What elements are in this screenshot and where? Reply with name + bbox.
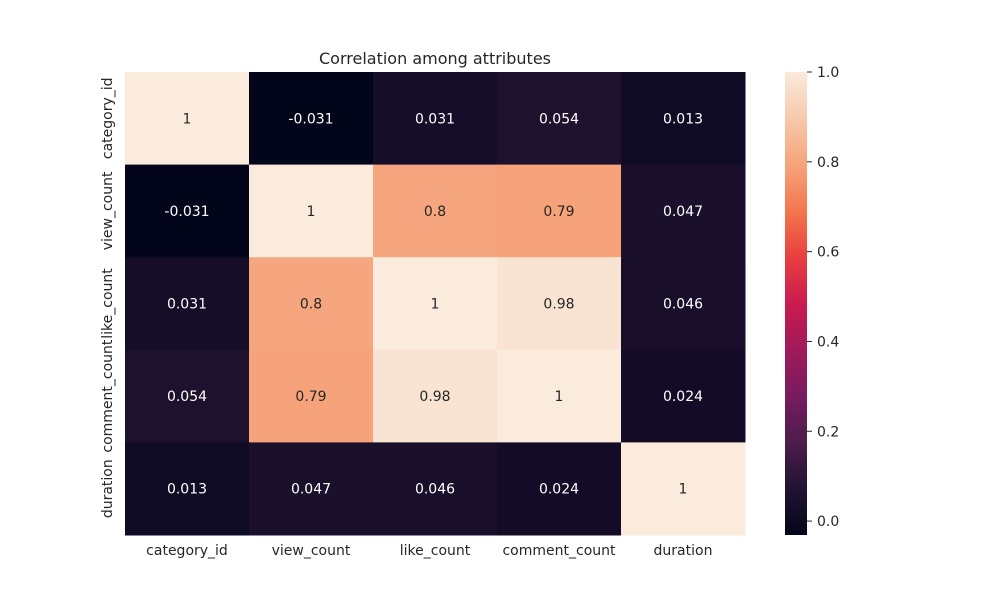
cell-value-label: 0.013: [167, 482, 207, 498]
x-tick-label: duration: [654, 543, 713, 559]
heatmap-cell: [249, 72, 374, 166]
cell-value-label: 1: [431, 297, 440, 313]
y-tick-label: comment_count: [100, 339, 116, 453]
colorbar-tick-label: 0.0: [817, 514, 839, 530]
y-tick-label: like_count: [100, 268, 116, 339]
heatmap-cell: [125, 257, 250, 351]
cell-value-label: 0.8: [424, 204, 446, 220]
cell-value-label: 0.79: [295, 389, 326, 405]
cell-value-label: 0.047: [291, 482, 331, 498]
heatmap-cell: [373, 349, 498, 443]
heatmap-cell: [373, 72, 498, 166]
x-tick-label: comment_count: [502, 543, 616, 559]
heatmap-cell: [497, 442, 622, 536]
y-tick-labels: category_id view_count like_countcomment_c…: [100, 77, 116, 518]
y-tick-label: duration: [100, 459, 116, 518]
x-tick-label: category_id: [146, 543, 228, 559]
heatmap-cell: [373, 257, 498, 351]
heatmap-cell: [621, 164, 746, 258]
cell-value-label: 0.046: [663, 297, 703, 313]
cell-value-label: 1: [679, 482, 688, 498]
heatmap-cells: 1 -0.031 0.031 0.054 0.013 -0.031 1 0.8 0.79 0.04…: [125, 72, 746, 536]
x-tick-label: like_count: [400, 543, 471, 559]
cell-value-label: 0.98: [543, 297, 574, 313]
heatmap-cell: [497, 164, 622, 258]
cell-value-label: -0.031: [164, 204, 209, 220]
heatmap-cell: [373, 442, 498, 536]
heatmap-cell: [125, 164, 250, 258]
cell-value-label: 0.79: [543, 204, 574, 220]
x-tick-label: view_count: [272, 543, 351, 559]
y-tick-label: category_id: [100, 77, 116, 159]
colorbar-tick-label: 1.0: [817, 65, 839, 81]
colorbar-tick-label: 0.6: [817, 245, 839, 261]
heatmap-cell: [621, 72, 746, 166]
cell-value-label: 0.013: [663, 111, 703, 127]
colorbar: 0.0 0.2 0.4 0.6 0.8 1.0: [785, 65, 839, 535]
colorbar-gradient: [785, 72, 807, 535]
cell-value-label: -0.031: [288, 111, 333, 127]
heatmap-cell: [497, 257, 622, 351]
cell-value-label: 0.8: [300, 297, 322, 313]
cell-value-label: 0.046: [415, 482, 455, 498]
cell-value-label: 1: [307, 204, 316, 220]
heatmap-cell: [497, 349, 622, 443]
heatmap-cell: [249, 349, 374, 443]
heatmap-cell: [373, 164, 498, 258]
colorbar-tick-label: 0.4: [817, 334, 839, 350]
heatmap-cell: [125, 72, 250, 166]
cell-value-label: 0.047: [663, 204, 703, 220]
colorbar-ticks: 0.0 0.2 0.4 0.6 0.8 1.0: [807, 65, 839, 530]
colorbar-tick-label: 0.8: [817, 155, 839, 171]
heatmap-cell: [621, 257, 746, 351]
cell-value-label: 0.024: [539, 482, 579, 498]
x-tick-labels: category_id view_count like_count comment_c…: [146, 543, 712, 559]
heatmap-cell: [125, 349, 250, 443]
heatmap-cell: [621, 349, 746, 443]
colorbar-tick-label: 0.2: [817, 424, 839, 440]
chart-title: Correlation among attributes: [319, 49, 551, 68]
heatmap-cell: [249, 257, 374, 351]
heatmap-cell: [125, 442, 250, 536]
heatmap-cell: [249, 442, 374, 536]
heatmap-cell: [621, 442, 746, 536]
cell-value-label: 0.98: [419, 389, 450, 405]
cell-value-label: 0.031: [415, 111, 455, 127]
cell-value-label: 1: [183, 111, 192, 127]
cell-value-label: 0.024: [663, 389, 703, 405]
heatmap-cell: [249, 164, 374, 258]
heatmap-cell: [497, 72, 622, 166]
cell-value-label: 1: [555, 389, 564, 405]
y-tick-label: view_count: [100, 171, 116, 250]
cell-value-label: 0.031: [167, 297, 207, 313]
cell-value-label: 0.054: [167, 389, 207, 405]
cell-value-label: 0.054: [539, 111, 579, 127]
